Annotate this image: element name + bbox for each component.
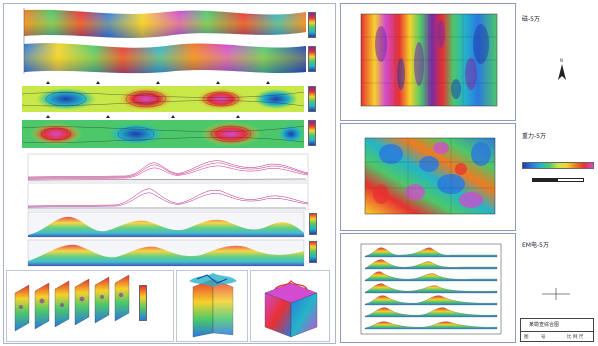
gravity-map-panel	[340, 123, 516, 231]
contour-section-svg	[21, 81, 305, 148]
title-block-cell: 比 例 尺	[567, 335, 584, 340]
inversion-section-top	[6, 6, 330, 78]
filled-profiles	[6, 211, 330, 267]
color-legend	[309, 241, 317, 263]
magnetic-map-title: 磁-5万	[522, 16, 540, 23]
fence-diagram-panel	[6, 270, 174, 342]
scale-bar	[532, 178, 584, 182]
north-arrow: N	[552, 58, 572, 86]
3d-block-view-2	[250, 270, 330, 342]
color-legend	[309, 213, 317, 235]
em-map-svg	[360, 243, 502, 335]
color-legend	[308, 86, 316, 112]
color-legend	[139, 285, 147, 321]
3d-block-view-1	[176, 270, 248, 342]
filled-profiles-svg	[27, 211, 305, 267]
gravity-colorbar	[522, 162, 594, 169]
magnetic-map-panel	[340, 3, 516, 121]
em-map-panel	[340, 233, 516, 343]
fence-diagram-svg	[14, 274, 130, 332]
north-arrow-icon	[558, 64, 566, 80]
color-legend	[308, 46, 316, 72]
color-legend	[308, 12, 316, 38]
gravity-map-title: 重力-5万	[522, 133, 546, 140]
contour-section	[6, 80, 330, 152]
profile-curves	[6, 153, 330, 211]
3d-block-svg	[189, 273, 237, 338]
title-block-cell: 号	[541, 335, 546, 340]
magnetic-map-svg	[360, 13, 498, 107]
title-block-title: 某勘查综合图	[529, 322, 560, 328]
3d-cube-svg	[264, 280, 318, 338]
title-block: 某勘查综合图 图 号 比 例 尺	[520, 318, 594, 342]
north-label: N	[560, 58, 563, 63]
inversion-section-svg	[23, 8, 306, 74]
title-block-cell: 图	[524, 335, 529, 340]
color-legend	[308, 120, 316, 146]
survey-layout-sketch	[542, 288, 570, 300]
em-map-title: EM电-5万	[522, 242, 549, 249]
gravity-map-svg	[364, 137, 496, 215]
profile-curves-svg	[27, 153, 309, 211]
